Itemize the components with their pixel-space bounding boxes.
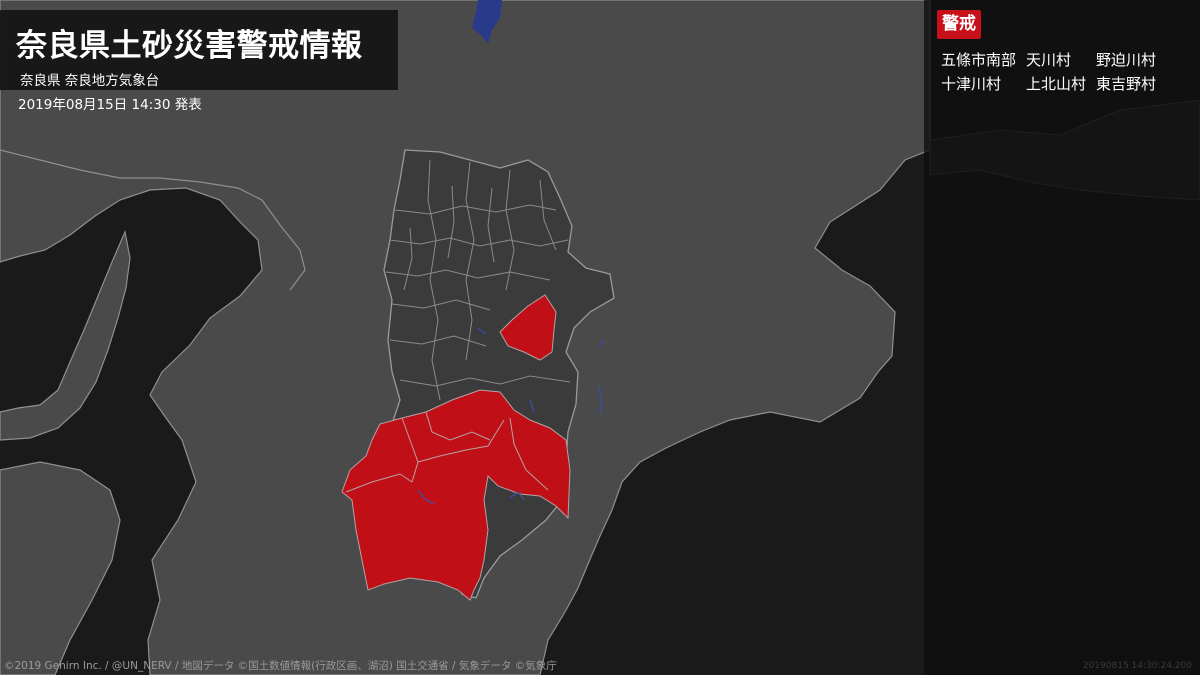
area-item: 五條市南部	[941, 51, 1017, 69]
warning-area-list: 五條市南部 天川村 野迫川村 十津川村 上北山村 東吉野村	[941, 50, 1191, 94]
area-item: 上北山村	[1026, 75, 1087, 93]
lake-biwa	[472, 0, 502, 44]
warning-internal-borders	[345, 411, 549, 493]
rivers	[417, 327, 605, 505]
area-item: 東吉野村	[1096, 75, 1157, 93]
issued-time: 2019年08月15日 14:30 発表	[18, 97, 202, 113]
land-shikoku	[0, 461, 121, 675]
nara-municipal-borders	[385, 159, 571, 401]
warning-panel: 警戒 五條市南部 天川村 野迫川村 十津川村 上北山村 東吉野村	[924, 0, 1200, 675]
render-timestamp: 20190815 14:30:24.200	[1082, 661, 1192, 671]
page-title: 奈良県土砂災害警戒情報	[16, 28, 363, 64]
issuer-label: 奈良県 奈良地方気象台	[20, 73, 160, 89]
area-item: 十津川村	[941, 75, 1002, 93]
awaji-island	[0, 229, 131, 441]
area-item: 野迫川村	[1096, 51, 1157, 69]
title-box: 奈良県土砂災害警戒情報 奈良県 奈良地方気象台	[0, 10, 398, 90]
osaka-bay-coast	[0, 149, 306, 291]
area-item: 天川村	[1026, 51, 1072, 69]
warning-level-badge: 警戒	[937, 10, 981, 39]
data-credit: ©2019 Gehirn Inc. / @UN_NERV / 地図データ ©国土…	[4, 660, 557, 672]
warning-area-south[interactable]	[341, 389, 571, 601]
warning-area-higashiyoshino[interactable]	[499, 294, 557, 361]
